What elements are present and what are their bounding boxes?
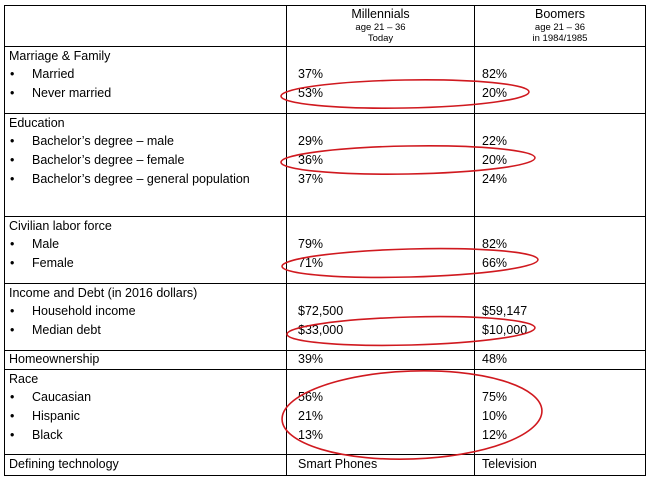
value-boomers-bachelors-female: 20%	[482, 153, 508, 167]
header-boomers-when: in 1984/1985	[532, 33, 588, 44]
row-label-household-income: Household income	[32, 304, 136, 318]
header-millennials-title: Millennials	[351, 7, 410, 21]
table-border-top	[4, 5, 646, 6]
value-millennials-never-married: 53%	[298, 86, 324, 100]
value-boomers-married: 82%	[482, 67, 508, 81]
value-boomers-labor-male: 82%	[482, 237, 508, 251]
row-divider	[4, 283, 646, 284]
row-label-hispanic: Hispanic	[32, 409, 80, 423]
highlight-ellipse-bachelors-female	[280, 145, 536, 175]
row-label-married: Married	[32, 67, 75, 81]
bullet: •	[10, 409, 15, 423]
value-millennials-technology: Smart Phones	[298, 457, 378, 471]
section-title-marriage: Marriage & Family	[9, 49, 111, 63]
row-label-never-married: Never married	[32, 86, 112, 100]
row-label-black: Black	[32, 428, 63, 442]
highlight-ellipse-race	[281, 369, 543, 461]
table-border-bottom	[4, 475, 646, 476]
bullet: •	[10, 304, 15, 318]
value-millennials-bachelors-general: 37%	[298, 172, 324, 186]
bullet: •	[10, 323, 15, 337]
highlight-ellipse-never-married	[280, 79, 530, 109]
row-divider	[4, 350, 646, 351]
bullet: •	[10, 428, 15, 442]
bullet: •	[10, 67, 15, 81]
section-title-technology: Defining technology	[9, 457, 119, 471]
bullet: •	[10, 86, 15, 100]
value-boomers-bachelors-male: 22%	[482, 134, 508, 148]
header-millennials-when: Today	[367, 33, 394, 44]
value-millennials-homeownership: 39%	[298, 352, 324, 366]
bullet: •	[10, 390, 15, 404]
value-boomers-never-married: 20%	[482, 86, 508, 100]
value-boomers-caucasian: 75%	[482, 390, 508, 404]
value-boomers-labor-female: 66%	[482, 256, 508, 270]
value-boomers-hispanic: 10%	[482, 409, 508, 423]
value-millennials-household-income: $72,500	[298, 304, 344, 318]
row-divider	[4, 369, 646, 370]
highlight-ellipse-median-debt	[286, 315, 536, 347]
value-millennials-black: 13%	[298, 428, 324, 442]
row-divider	[4, 46, 646, 47]
row-label-caucasian: Caucasian	[32, 390, 92, 404]
header-boomers-title: Boomers	[534, 7, 586, 21]
bullet: •	[10, 134, 15, 148]
row-label-median-debt: Median debt	[32, 323, 101, 337]
value-millennials-median-debt: $33,000	[298, 323, 344, 337]
bullet: •	[10, 172, 15, 186]
row-label-bachelors-female: Bachelor’s degree – female	[32, 153, 185, 167]
row-label-labor-male: Male	[32, 237, 60, 251]
value-millennials-bachelors-male: 29%	[298, 134, 324, 148]
value-millennials-bachelors-female: 36%	[298, 153, 324, 167]
header-boomers-age: age 21 – 36	[534, 22, 586, 33]
row-divider	[4, 216, 646, 217]
row-label-bachelors-general: Bachelor’s degree – general population	[32, 172, 250, 186]
value-boomers-homeownership: 48%	[482, 352, 508, 366]
comparison-table: Millennials age 21 – 36 Today Boomers ag…	[4, 5, 646, 476]
row-label-labor-female: Female	[32, 256, 74, 270]
bullet: •	[10, 153, 15, 167]
row-divider	[4, 113, 646, 114]
value-millennials-labor-male: 79%	[298, 237, 324, 251]
bullet: •	[10, 256, 15, 270]
section-title-labor: Civilian labor force	[9, 219, 112, 233]
bullet: •	[10, 237, 15, 251]
column-divider	[286, 5, 287, 476]
value-millennials-labor-female: 71%	[298, 256, 324, 270]
value-millennials-hispanic: 21%	[298, 409, 324, 423]
section-title-income: Income and Debt (in 2016 dollars)	[9, 286, 198, 300]
column-divider	[474, 5, 475, 476]
value-boomers-bachelors-general: 24%	[482, 172, 508, 186]
value-boomers-median-debt: $10,000	[482, 323, 528, 337]
table-border-left	[4, 5, 5, 476]
value-millennials-married: 37%	[298, 67, 324, 81]
value-boomers-black: 12%	[482, 428, 508, 442]
highlight-ellipse-labor-female	[281, 247, 539, 279]
section-title-education: Education	[9, 116, 65, 130]
value-boomers-technology: Television	[482, 457, 537, 471]
value-boomers-household-income: $59,147	[482, 304, 528, 318]
table-border-right	[645, 5, 646, 476]
section-title-race: Race	[9, 372, 39, 386]
row-divider	[4, 454, 646, 455]
section-title-homeownership: Homeownership	[9, 352, 100, 366]
header-millennials-age: age 21 – 36	[355, 22, 406, 33]
row-label-bachelors-male: Bachelor’s degree – male	[32, 134, 174, 148]
